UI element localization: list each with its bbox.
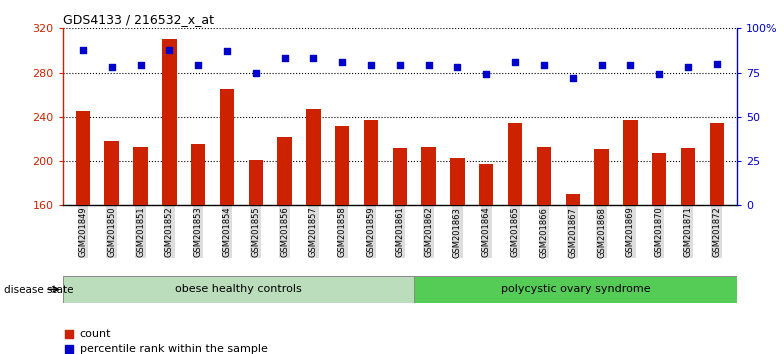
Point xyxy=(163,47,176,52)
Point xyxy=(394,63,406,68)
Text: GDS4133 / 216532_x_at: GDS4133 / 216532_x_at xyxy=(63,13,214,26)
Point xyxy=(77,47,89,52)
Point xyxy=(64,331,76,337)
Point xyxy=(134,63,147,68)
Bar xyxy=(191,144,205,205)
Point xyxy=(64,346,76,352)
Point xyxy=(509,59,521,65)
Bar xyxy=(537,147,551,205)
Point xyxy=(278,56,291,61)
Point xyxy=(538,63,550,68)
Bar xyxy=(450,158,465,205)
Bar xyxy=(508,124,522,205)
Bar xyxy=(393,148,407,205)
Bar xyxy=(364,120,378,205)
Bar xyxy=(415,276,737,303)
Bar xyxy=(63,276,415,303)
Bar xyxy=(76,111,90,205)
Bar xyxy=(335,126,350,205)
Point xyxy=(249,70,262,75)
Bar xyxy=(133,147,147,205)
Text: disease state: disease state xyxy=(4,285,74,295)
Point xyxy=(220,48,233,54)
Point xyxy=(307,56,320,61)
Point xyxy=(192,63,205,68)
Point xyxy=(682,64,695,70)
Bar xyxy=(162,39,176,205)
Bar xyxy=(594,149,608,205)
Point xyxy=(423,63,435,68)
Point xyxy=(365,63,377,68)
Bar xyxy=(307,109,321,205)
Bar xyxy=(681,148,695,205)
Text: obese healthy controls: obese healthy controls xyxy=(176,284,302,295)
Bar xyxy=(652,153,666,205)
Point xyxy=(567,75,579,81)
Bar xyxy=(249,160,263,205)
Bar xyxy=(220,89,234,205)
Bar xyxy=(422,147,436,205)
Bar xyxy=(278,137,292,205)
Point xyxy=(480,72,492,77)
Point xyxy=(105,64,118,70)
Point xyxy=(624,63,637,68)
Point xyxy=(595,63,608,68)
Bar xyxy=(565,194,580,205)
Point xyxy=(710,61,723,67)
Text: percentile rank within the sample: percentile rank within the sample xyxy=(79,344,267,354)
Bar xyxy=(710,124,724,205)
Text: count: count xyxy=(79,329,111,339)
Bar xyxy=(104,141,119,205)
Text: polycystic ovary syndrome: polycystic ovary syndrome xyxy=(501,284,651,295)
Point xyxy=(653,72,666,77)
Bar xyxy=(623,120,637,205)
Point xyxy=(452,64,464,70)
Bar xyxy=(479,164,493,205)
Point xyxy=(336,59,348,65)
